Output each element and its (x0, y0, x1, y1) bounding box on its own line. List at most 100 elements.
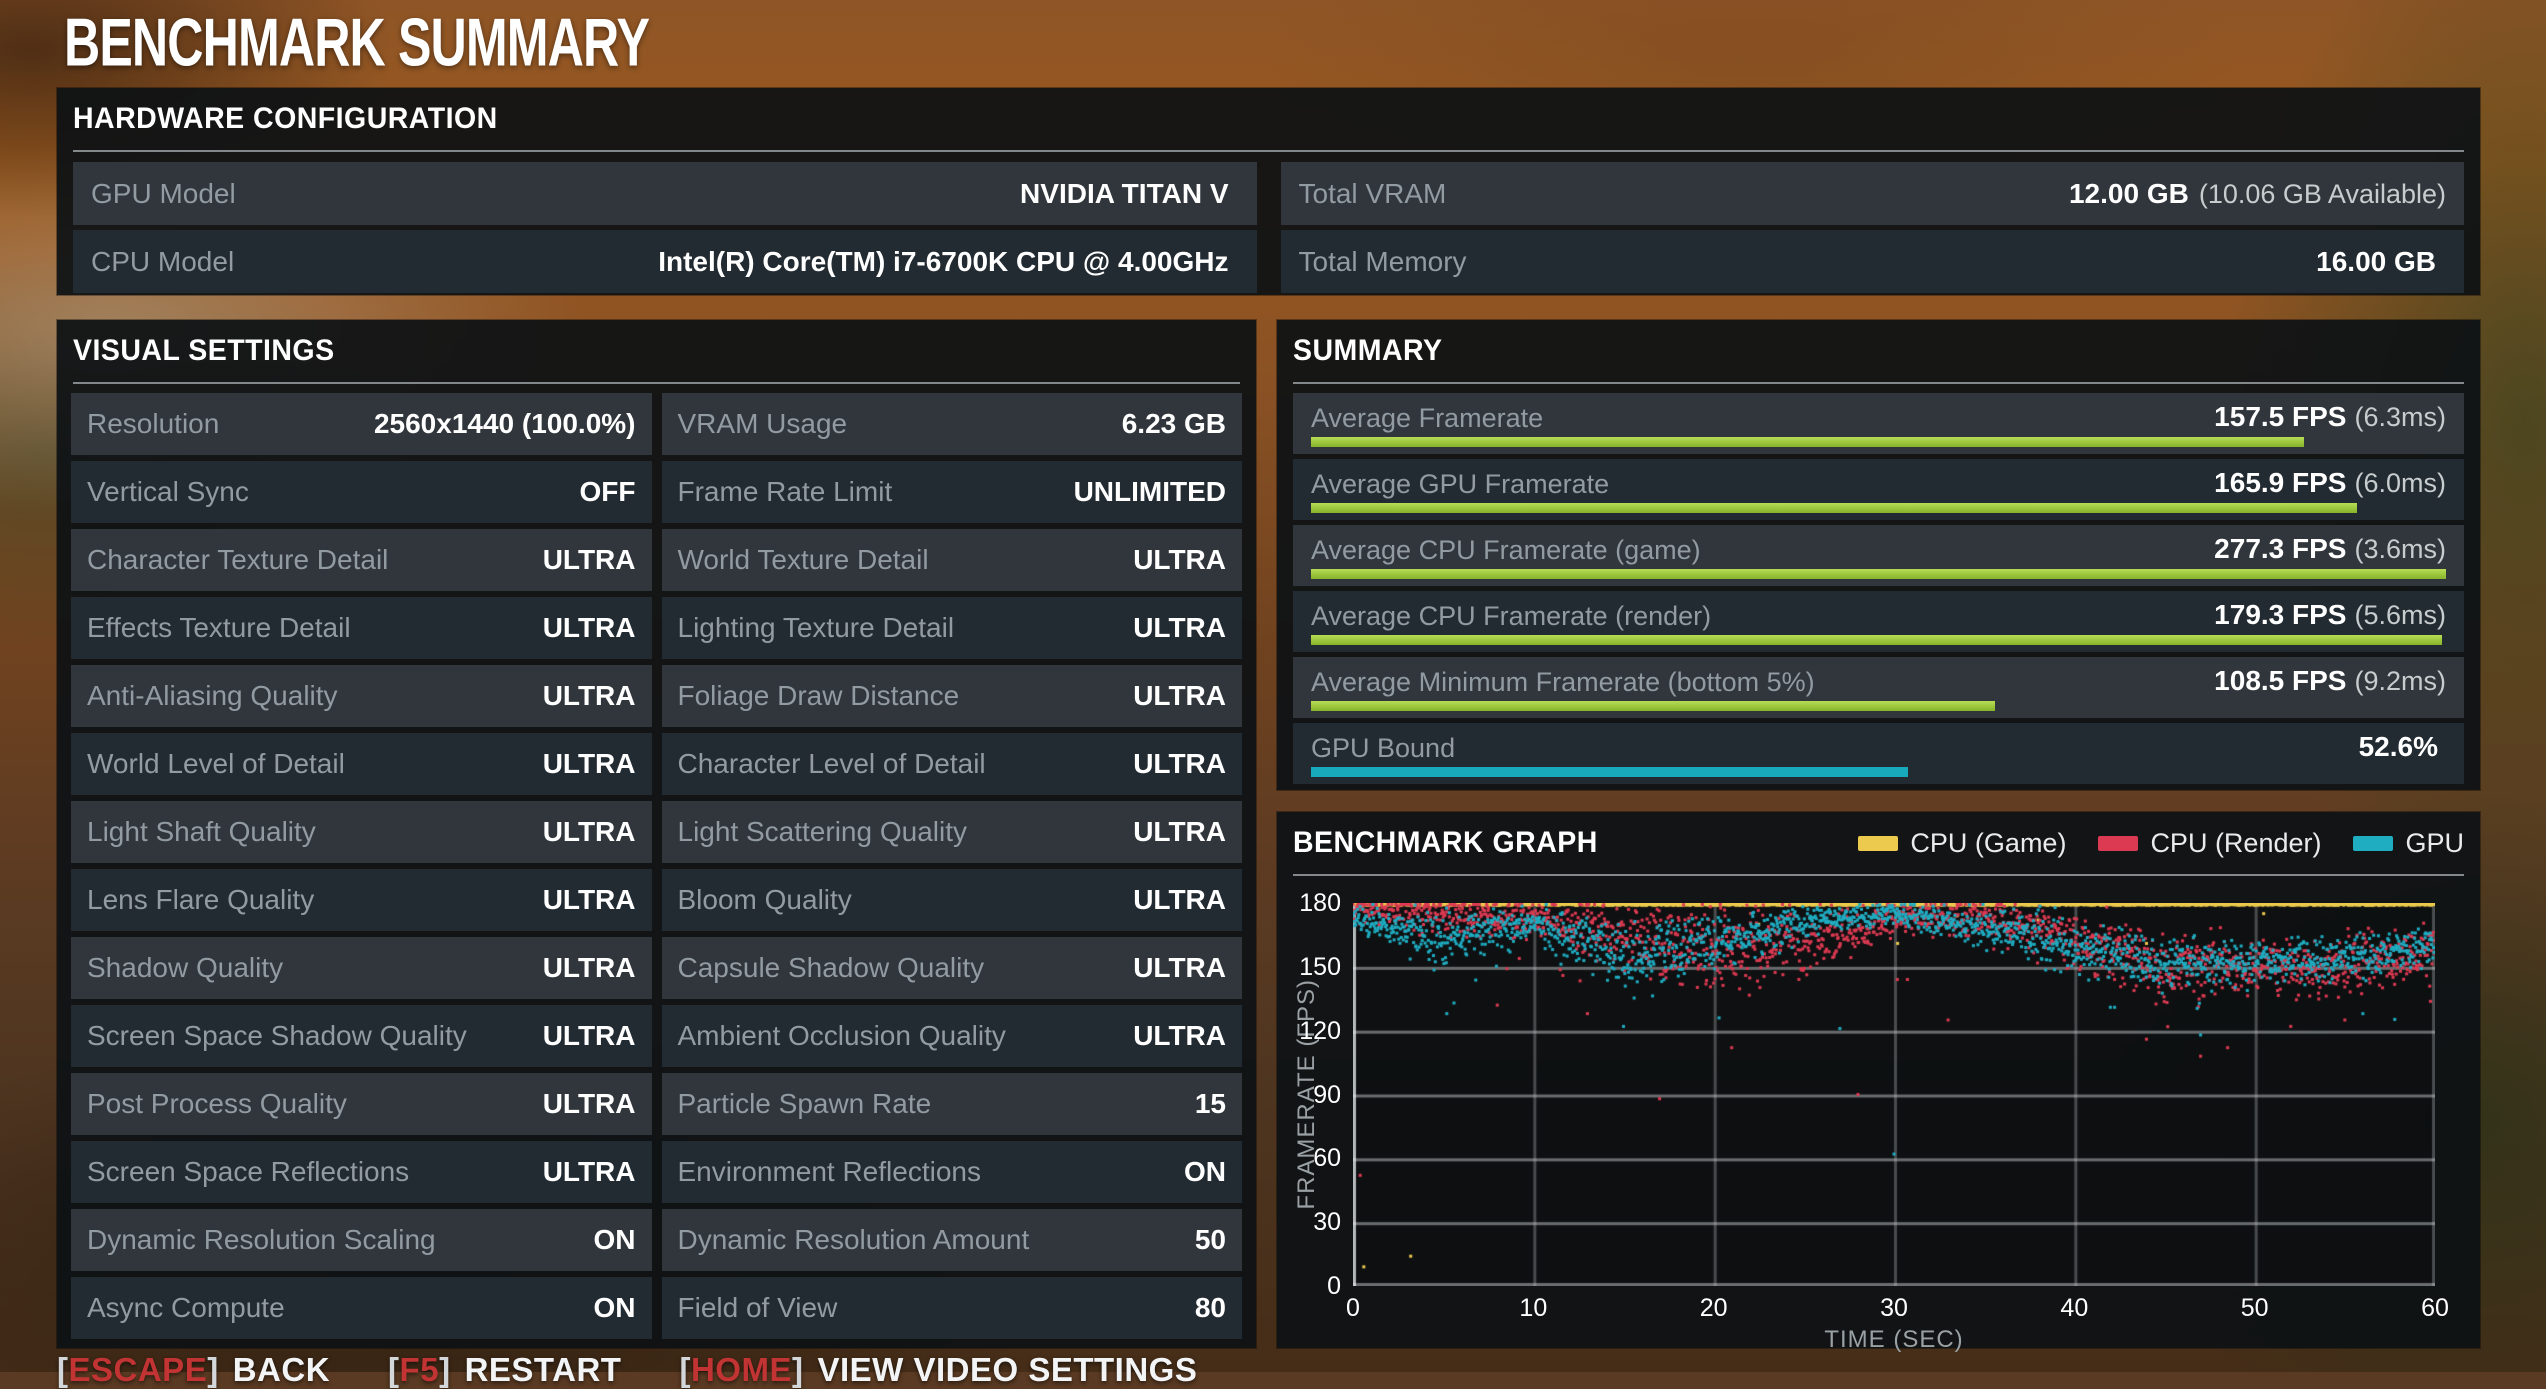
setting-value: ULTRA (1133, 952, 1226, 983)
summary-row-value: 108.5 FPS (9.2ms) (2214, 665, 2446, 697)
summary-row: Average Framerate 157.5 FPS (6.3ms) (1293, 393, 2464, 454)
summary-panel: SUMMARY Average Framerate 157.5 FPS (6.3ms… (1277, 320, 2480, 790)
summary-row-value: 277.3 FPS (3.6ms) (2214, 533, 2446, 565)
setting-label: Environment Reflections (677, 1156, 981, 1187)
setting-value: ULTRA (542, 1156, 636, 1187)
setting-row: Resolution 2560x1440 (100.0%) (71, 393, 652, 455)
setting-value: ULTRA (1133, 884, 1226, 915)
x-tick-label: 10 (1519, 1294, 1548, 1322)
summary-row-value: 157.5 FPS (6.3ms) (2214, 401, 2446, 433)
hardware-row: Total VRAM 12.00 GB (10.06 GB Available) (1280, 162, 2464, 225)
hardware-row-value: 12.00 GB (2068, 177, 2189, 209)
summary-header: SUMMARY (1293, 320, 2464, 384)
setting-label: Resolution (87, 408, 220, 439)
x-tick-label: 0 (1346, 1294, 1360, 1322)
setting-label: Vertical Sync (87, 476, 249, 507)
bracket-open: [ (57, 1351, 69, 1388)
setting-label: Ambient Occlusion Quality (677, 1020, 1006, 1051)
setting-value: ULTRA (542, 680, 636, 711)
footer-shortcut-bar: [ESCAPE] BACK [F5] RESTART [HOME] VIEW VIDEO … (57, 1351, 1197, 1389)
setting-row: Post Process Quality ULTRA (71, 1073, 652, 1135)
shortcut-key: ESCAPE (68, 1351, 208, 1388)
setting-row: Async Compute ON (71, 1277, 652, 1339)
setting-value: UNLIMITED (1073, 476, 1226, 507)
summary-fps-value: 179.3 FPS (2214, 599, 2347, 630)
visual-settings-right-column: VRAM Usage 6.23 GB Frame Rate Limit UNLIMIT… (661, 393, 1242, 1339)
summary-row: Average CPU Framerate (game) 277.3 FPS (3.… (1293, 525, 2464, 586)
setting-label: Character Texture Detail (87, 544, 389, 575)
hardware-row: Total Memory 16.00 GB (1280, 230, 2464, 293)
setting-row: Screen Space Reflections ULTRA (71, 1141, 652, 1203)
summary-row-label: Average CPU Framerate (render) (1311, 601, 1712, 631)
footer-shortcut-view-video-settings[interactable]: [HOME] VIEW VIDEO SETTINGS (679, 1351, 1197, 1389)
hardware-row-note: (10.06 GB Available) (2198, 178, 2446, 209)
setting-value: ULTRA (1133, 544, 1226, 575)
summary-row-label: Average GPU Framerate (1311, 469, 1610, 499)
hardware-row-value: Intel(R) Core(TM) i7-6700K CPU @ 4.00GHz (658, 245, 1229, 277)
visual-settings-title: VISUAL SETTINGS (73, 334, 335, 367)
setting-row: Foliage Draw Distance ULTRA (661, 665, 1242, 727)
x-tick-label: 30 (1880, 1294, 1908, 1322)
hardware-row-value-group: 12.00 GB (10.06 GB Available) (2069, 178, 2446, 210)
framerate-scatter-canvas (1353, 903, 2435, 1286)
legend-item-cpu-render: CPU (Render) (2098, 828, 2321, 859)
setting-value: ULTRA (542, 544, 636, 575)
x-tick-label: 20 (1699, 1294, 1728, 1322)
summary-row: GPU Bound 52.6% (1293, 723, 2464, 784)
setting-row: Capsule Shadow Quality ULTRA (661, 937, 1242, 999)
hardware-row-value-group: NVIDIA TITAN V (1020, 178, 1238, 210)
x-tick-label: 50 (2240, 1294, 2269, 1322)
y-tick-label: 180 (1299, 889, 1341, 917)
x-tick-label: 60 (2421, 1294, 2449, 1322)
shortcut-key: F5 (399, 1351, 440, 1388)
cpu-render-swatch-icon (2098, 835, 2139, 851)
setting-label: Foliage Draw Distance (677, 680, 960, 711)
legend-item-gpu: GPU (2353, 828, 2464, 859)
summary-bar (1311, 635, 2442, 645)
setting-value: ULTRA (542, 952, 636, 983)
setting-row: Shadow Quality ULTRA (71, 937, 652, 999)
summary-row: Average Minimum Framerate (bottom 5%) 108… (1293, 657, 2464, 718)
setting-row: World Texture Detail ULTRA (661, 529, 1242, 591)
benchmark-graph-panel: BENCHMARK GRAPH CPU (Game) CPU (Render) … (1277, 812, 2480, 1353)
setting-label: Post Process Quality (87, 1088, 347, 1119)
hardware-row-label: CPU Model (91, 245, 235, 277)
setting-row: Screen Space Shadow Quality ULTRA (71, 1005, 652, 1067)
hardware-grid: GPU Model NVIDIA TITAN V Total VRAM 12.00 G… (73, 162, 2464, 293)
setting-value: 2560x1440 (100.0%) (373, 408, 636, 439)
summary-row-label: Average CPU Framerate (game) (1311, 535, 1701, 565)
summary-row-value: 165.9 FPS (6.0ms) (2214, 467, 2446, 499)
setting-value: ULTRA (542, 1020, 636, 1051)
setting-value: 80 (1194, 1292, 1226, 1323)
bracket-close: ] (791, 1351, 804, 1388)
x-axis-title: TIME (SEC) (1824, 1326, 1964, 1353)
hardware-panel-header: HARDWARE CONFIGURATION (73, 88, 2464, 152)
setting-label: Screen Space Reflections (87, 1156, 410, 1187)
setting-label: Character Level of Detail (677, 748, 986, 779)
setting-label: Light Scattering Quality (677, 816, 968, 847)
summary-ms-value: (3.6ms) (2354, 534, 2446, 564)
footer-shortcut-restart[interactable]: [F5] RESTART (388, 1351, 621, 1389)
setting-label: VRAM Usage (677, 408, 848, 439)
setting-value: ULTRA (1133, 748, 1226, 779)
setting-label: Particle Spawn Rate (677, 1088, 932, 1119)
setting-value: ON (1184, 1156, 1226, 1187)
setting-value: ULTRA (1133, 1020, 1226, 1051)
y-tick-label: 90 (1313, 1080, 1341, 1109)
setting-label: Field of View (677, 1292, 838, 1323)
setting-value: OFF (579, 476, 636, 507)
gpu-swatch-icon (2353, 835, 2394, 851)
setting-label: Effects Texture Detail (87, 612, 351, 643)
setting-value: ULTRA (542, 748, 636, 779)
y-tick-label: 0 (1327, 1272, 1341, 1300)
bracket-open: [ (679, 1351, 691, 1388)
visual-settings-columns: Resolution 2560x1440 (100.0%) Vertical Syn… (71, 393, 1242, 1339)
setting-value: ON (593, 1224, 636, 1255)
gpu-legend-label: GPU (2405, 827, 2464, 858)
footer-shortcut-back[interactable]: [ESCAPE] BACK (57, 1351, 330, 1389)
visual-settings-left-column: Resolution 2560x1440 (100.0%) Vertical Syn… (71, 393, 652, 1339)
bracket-close: ] (439, 1351, 451, 1388)
summary-fps-value: 52.6% (2358, 731, 2438, 762)
summary-bar (1311, 503, 2358, 513)
setting-row: Frame Rate Limit UNLIMITED (661, 461, 1242, 523)
